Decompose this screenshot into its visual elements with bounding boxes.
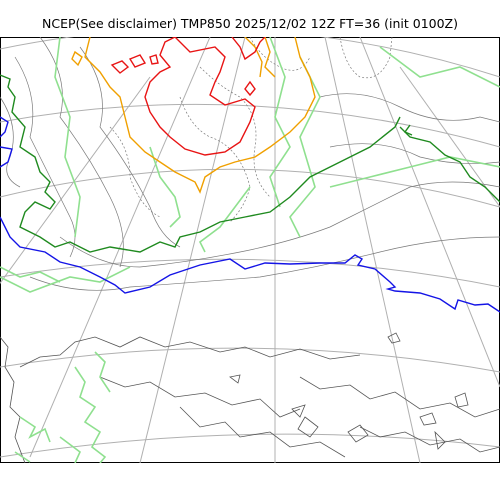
latitude-line xyxy=(0,347,500,373)
longitude-line xyxy=(399,66,500,208)
longitude-line xyxy=(324,37,421,463)
latitude-line xyxy=(0,258,500,288)
map-canvas xyxy=(0,37,500,463)
isotherm-orange xyxy=(71,37,316,194)
map-title: NCEP(See disclaimer) TMP850 2025/12/02 1… xyxy=(41,16,458,31)
longitude-line xyxy=(139,37,246,463)
temperature-map xyxy=(0,37,500,463)
longitude-line xyxy=(359,37,500,388)
isotherm-red xyxy=(110,37,266,156)
latitude-line xyxy=(0,433,500,458)
longitude-line xyxy=(29,37,211,458)
coastlines xyxy=(0,332,500,463)
latitude-line xyxy=(0,168,500,208)
isotherm-dark-green xyxy=(0,74,500,253)
isotherms-thin xyxy=(0,37,500,291)
latitude-line xyxy=(0,37,500,78)
isotherms-light-green xyxy=(0,37,500,463)
isotherm-blue xyxy=(0,116,500,313)
longitude-line xyxy=(0,76,151,285)
